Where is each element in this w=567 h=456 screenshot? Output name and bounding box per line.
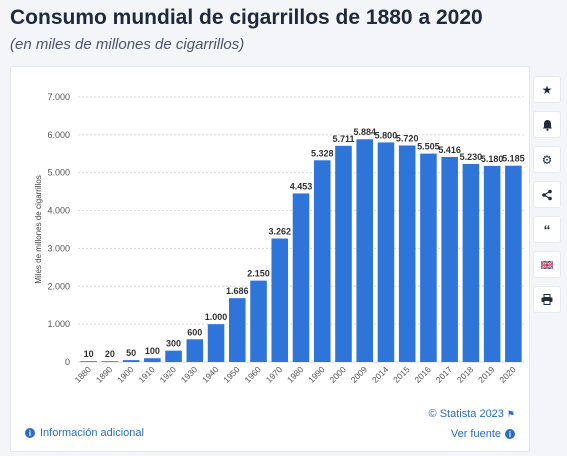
- x-tick-label: 1880: [73, 364, 94, 385]
- view-source-link[interactable]: Ver fuente i: [451, 428, 515, 440]
- x-tick-label: 2017: [434, 364, 455, 385]
- bar-value-label: 5.711: [332, 134, 354, 144]
- y-axis-label: Miles de millones de cigarrillos: [34, 175, 43, 283]
- bar-value-label: 4.453: [290, 181, 313, 191]
- bar: [356, 139, 373, 362]
- bar-value-label: 20: [105, 349, 115, 359]
- gear-icon[interactable]: ⚙: [533, 146, 561, 173]
- bar-value-label: 300: [166, 339, 181, 349]
- x-tick-label: 2009: [349, 364, 370, 385]
- bar-value-label: 3.262: [268, 227, 291, 237]
- bar-value-label: 100: [145, 346, 160, 356]
- x-tick-label: 1960: [242, 364, 263, 385]
- bar: [505, 165, 522, 362]
- bar: [483, 165, 501, 362]
- y-tick-label: 7.000: [47, 92, 70, 102]
- credit-label: © Statista 2023: [428, 408, 504, 420]
- bar-value-label: 5.505: [417, 142, 440, 152]
- additional-info-label: Información adicional: [40, 427, 144, 439]
- page-title: Consumo mundial de cigarrillos de 1880 a…: [10, 6, 483, 29]
- page-subtitle: (en miles de millones de cigarrillos): [10, 36, 245, 53]
- x-tick-label: 1930: [179, 364, 200, 385]
- bar-value-label: 5.416: [438, 145, 461, 155]
- x-tick-label: 2018: [455, 364, 476, 385]
- bar-value-label: 600: [187, 327, 202, 337]
- bar: [80, 361, 97, 362]
- x-tick-label: 2019: [476, 364, 497, 385]
- y-tick-label: 0: [65, 357, 70, 367]
- x-tick-label: 2015: [391, 364, 412, 385]
- bar-value-label: 5.230: [460, 152, 483, 162]
- bar: [313, 160, 331, 362]
- bar: [462, 164, 480, 362]
- chart-toolbar: ★ ⚙ “: [533, 76, 561, 313]
- bar-chart: 0 1.000 2.000 3.000 4.000 5.000 6.000 7.000 Mile…: [34, 92, 525, 385]
- x-tick-label: 2020: [497, 364, 518, 385]
- bar-value-label: 5.884: [353, 127, 376, 137]
- bar: [229, 298, 246, 362]
- y-tick-label: 3.000: [47, 243, 70, 253]
- info-icon: i: [25, 428, 35, 438]
- bar: [122, 360, 140, 362]
- y-tick-label: 6.000: [47, 130, 70, 140]
- x-tick-label: 2014: [370, 364, 391, 385]
- bar-value-label: 10: [84, 349, 94, 359]
- bar: [144, 358, 161, 362]
- bar: [250, 280, 267, 362]
- source-info-icon: i: [505, 429, 515, 439]
- bar-value-label: 1.686: [226, 286, 249, 296]
- bar-value-label: 50: [126, 348, 136, 358]
- additional-info-link[interactable]: i Información adicional: [25, 427, 144, 439]
- bar: [101, 361, 119, 362]
- bar-value-label: 5.800: [375, 130, 398, 140]
- view-source-label: Ver fuente: [450, 428, 501, 440]
- bar: [207, 324, 225, 362]
- bar: [292, 193, 310, 362]
- bar: [377, 142, 395, 362]
- x-tick-label: 1910: [136, 364, 157, 385]
- y-tick-label: 2.000: [47, 281, 70, 291]
- bar-value-label: 2.150: [247, 269, 270, 279]
- bar: [441, 156, 458, 362]
- bar-value-label: 5.720: [396, 133, 419, 143]
- print-icon[interactable]: [533, 286, 561, 313]
- bar: [420, 153, 437, 362]
- bar: [186, 339, 204, 362]
- x-tick-label: 1890: [94, 364, 115, 385]
- bar-value-label: 1.000: [205, 312, 228, 322]
- bar: [165, 350, 182, 362]
- star-icon[interactable]: ★: [533, 76, 561, 103]
- x-tick-label: 1920: [158, 364, 179, 385]
- statista-credit[interactable]: © Statista 2023 ⚑: [429, 408, 515, 420]
- x-tick-label: 1900: [115, 364, 136, 385]
- x-tick-label: 1940: [200, 364, 221, 385]
- quote-icon[interactable]: “: [533, 216, 561, 243]
- bar: [335, 145, 352, 362]
- chart-card: 0 1.000 2.000 3.000 4.000 5.000 6.000 7.000 Mile…: [10, 66, 530, 452]
- x-tick-label: 2016: [412, 364, 433, 385]
- share-icon[interactable]: [533, 181, 561, 208]
- flag-icon[interactable]: [533, 251, 561, 278]
- x-tick-label: 1980: [285, 364, 306, 385]
- y-tick-label: 4.000: [47, 206, 70, 216]
- bar-value-label: 5.180: [481, 154, 504, 164]
- bar-value-label: 5.328: [311, 148, 334, 158]
- y-tick-label: 5.000: [47, 168, 70, 178]
- bell-icon[interactable]: [533, 111, 561, 138]
- x-tick-label: 1970: [264, 364, 285, 385]
- bar-value-label: 5.185: [502, 154, 525, 164]
- flag-small-icon: ⚑: [506, 408, 515, 419]
- bar: [271, 238, 289, 362]
- bar: [398, 145, 416, 362]
- x-tick-label: 2000: [327, 364, 348, 385]
- y-tick-label: 1.000: [47, 319, 70, 329]
- x-tick-label: 1990: [306, 364, 327, 385]
- x-tick-label: 1950: [221, 364, 242, 385]
